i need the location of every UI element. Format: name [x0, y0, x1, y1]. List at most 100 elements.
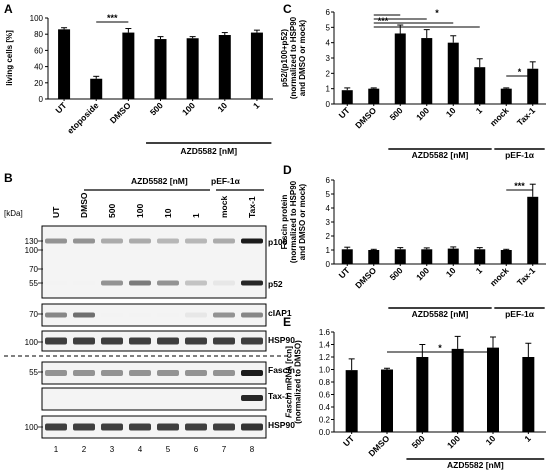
band-label-p52: p52	[268, 279, 283, 289]
bar	[447, 42, 459, 104]
blot-box	[41, 387, 267, 411]
x-tick-label: 100	[180, 100, 197, 117]
y-axis-label: (normalized to DMSO)	[294, 340, 303, 424]
lane-label: 100	[135, 204, 145, 218]
bar	[154, 39, 167, 99]
x-tick-label: 500	[410, 433, 427, 450]
x-tick-label: 1	[522, 433, 533, 444]
significance-label: ***	[107, 13, 118, 23]
x-tick-label: etoposide	[65, 100, 101, 136]
bar	[122, 32, 135, 99]
band	[73, 370, 95, 376]
lane-label: UT	[51, 206, 61, 218]
band	[157, 280, 179, 286]
x-tick-label: UT	[53, 100, 69, 116]
y-axis-label: Fascin mRNA [rcn]	[285, 346, 294, 418]
band	[45, 370, 67, 376]
band	[157, 238, 179, 244]
bar	[527, 68, 539, 104]
x-tick-label: mock	[488, 105, 511, 128]
kda-marker: 100	[25, 246, 39, 255]
x-tick-label: Tax-1	[515, 105, 538, 128]
lane-number: 2	[82, 445, 87, 454]
kda-marker: 130	[25, 237, 39, 246]
bar	[186, 38, 199, 99]
band-label-ciap1: cIAP1	[268, 308, 292, 318]
band	[241, 395, 263, 401]
lane-label: 10	[163, 208, 173, 218]
kda-marker: 70	[29, 265, 38, 274]
bar	[527, 196, 539, 264]
band	[129, 312, 151, 318]
western-blot-panel: [kDa] p100 p52 cIAP1 HSP90 Fascin Tax-1 …	[4, 176, 295, 454]
panel-label-d: D	[283, 163, 292, 177]
band	[129, 238, 151, 244]
bar	[416, 357, 429, 432]
group-label: pEF-1α	[505, 309, 535, 319]
band	[45, 238, 67, 244]
lane-label: DMSO	[79, 192, 89, 218]
lane-number: 4	[138, 445, 143, 454]
kda-label: [kDa]	[4, 209, 23, 218]
y-tick-label: 0	[326, 260, 331, 269]
group-label: pEF-1α	[505, 150, 535, 160]
blot-box	[41, 361, 267, 385]
chart-d: 0 1 2 3 4 5 6 Fascin protein (normalized to HSP9…	[280, 176, 546, 319]
band	[73, 337, 95, 345]
y-axis-label: p52/(p100+p52)	[280, 29, 289, 87]
y-axis-label: (normalized to HSP90	[289, 180, 298, 263]
x-tick-label: 100	[414, 265, 431, 282]
band	[157, 423, 179, 431]
lane-label: 500	[107, 204, 117, 218]
band	[129, 337, 151, 345]
chart-e: 0.0 0.2 0.4 0.6 0.8 1.0 1.2 1.4 1.6 Fascin mRNA […	[285, 328, 546, 470]
band	[101, 423, 123, 431]
lane-label: mock	[219, 196, 229, 218]
band	[45, 337, 67, 345]
kda-marker: 55	[29, 368, 38, 377]
lane-number: 1	[54, 445, 59, 454]
band	[101, 280, 123, 286]
x-tick-label: 1	[474, 105, 485, 116]
y-tick-label: 1	[326, 246, 331, 255]
x-tick-label: DMSO	[353, 105, 378, 130]
y-tick-label: 0.0	[319, 428, 331, 437]
y-tick-label: 3	[326, 218, 331, 227]
band	[213, 238, 235, 244]
x-tick-label: mock	[488, 265, 511, 288]
band	[45, 280, 67, 286]
y-tick-label: 1	[326, 85, 331, 94]
x-tick-label: DMSO	[353, 265, 378, 290]
x-tick-label: DMSO	[108, 100, 133, 125]
x-tick-label: 10	[444, 105, 458, 119]
group-label: AZD5582 [nM]	[412, 309, 469, 319]
y-tick-label: 6	[326, 8, 331, 17]
y-tick-label: 3	[326, 54, 331, 63]
band-label-p100: p100	[268, 237, 288, 247]
x-tick-label: UT	[341, 433, 357, 449]
band	[241, 337, 263, 345]
band	[241, 423, 263, 431]
significance-label: *	[435, 8, 439, 18]
bar	[58, 29, 71, 100]
blot-box	[41, 330, 267, 352]
lane-label: Tax-1	[247, 196, 257, 218]
x-tick-label: 10	[484, 433, 498, 447]
x-tick-label: 100	[414, 105, 431, 122]
y-tick-label: 2	[326, 69, 331, 78]
y-axis-label: (normalized to HSP90	[289, 16, 298, 99]
y-tick-label: 5	[326, 190, 331, 199]
bar	[394, 249, 406, 264]
band	[73, 280, 95, 286]
bar	[218, 35, 231, 99]
y-tick-label: 5	[326, 23, 331, 32]
band	[157, 370, 179, 376]
y-tick-label: 0	[39, 95, 44, 104]
bar	[341, 90, 353, 104]
kda-marker: 100	[25, 338, 39, 347]
kda-marker: 100	[25, 423, 39, 432]
lane-number: 7	[222, 445, 227, 454]
y-tick-label: 1.2	[319, 353, 331, 362]
band	[157, 312, 179, 318]
